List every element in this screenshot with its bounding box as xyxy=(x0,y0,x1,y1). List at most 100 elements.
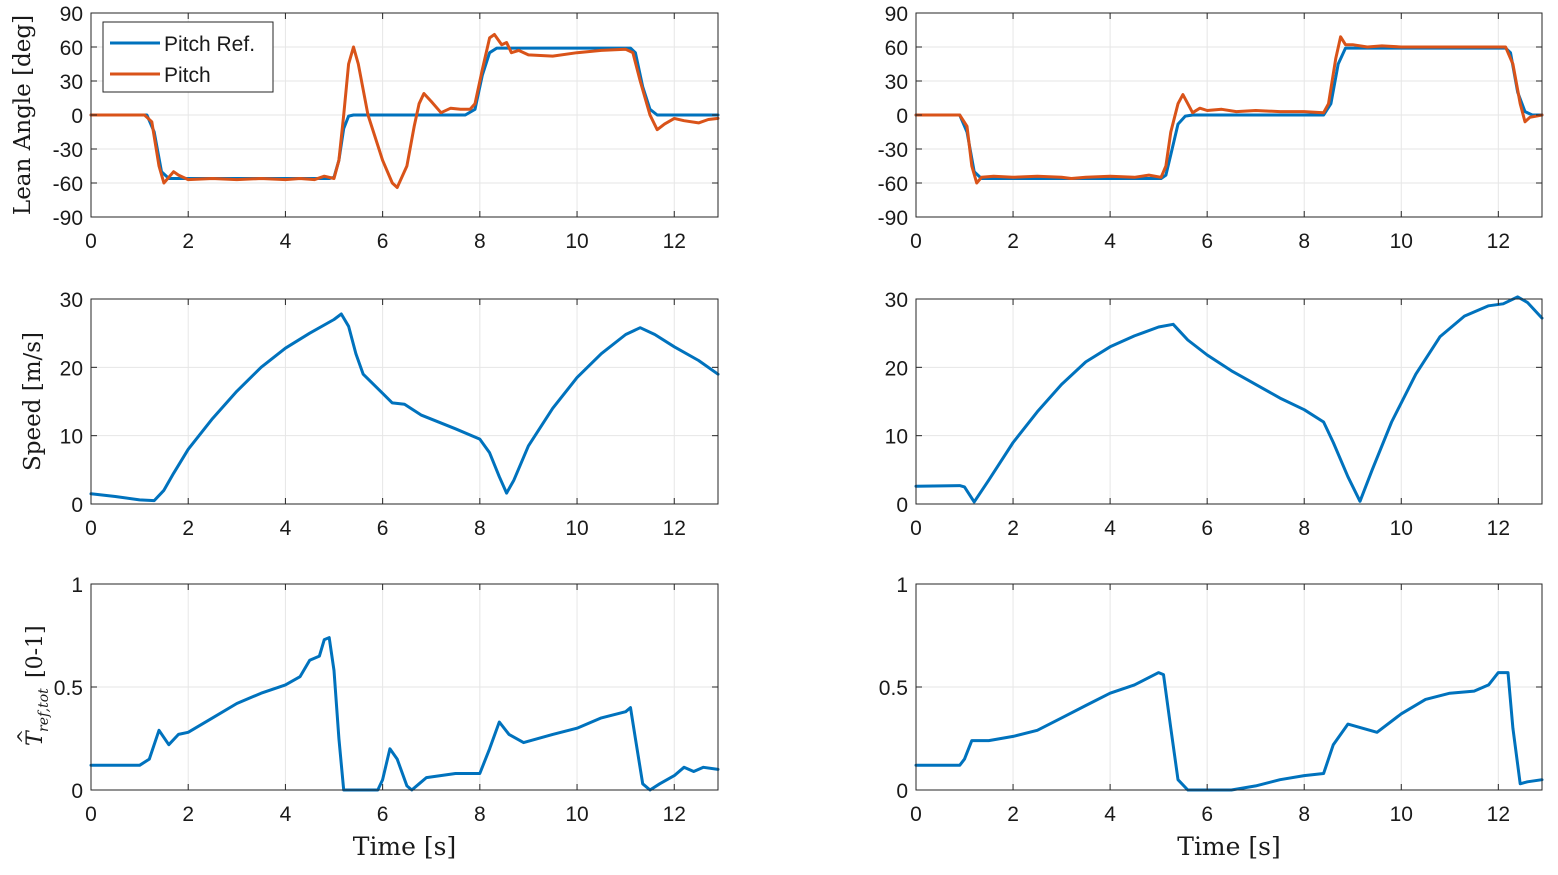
speed-right-chart: 0 2 4 6 8 10 12 0 10 20 30 xyxy=(885,289,1544,540)
thrust-left-chart: 0 2 4 6 8 10 12 0 0.5 1 Time [s] xyxy=(54,574,720,861)
x-tick-label: 2 xyxy=(182,517,194,540)
legend-box xyxy=(102,21,274,93)
x-axis-label: Time [s] xyxy=(1177,832,1280,861)
legend-ref-label: Pitch Ref. xyxy=(164,33,255,56)
y-tick-label: 20 xyxy=(60,357,83,380)
y-tick-label: 0 xyxy=(896,494,908,517)
y-tick-label: -30 xyxy=(53,139,83,162)
x-tick-label: 0 xyxy=(910,230,922,253)
x-tick-label: 4 xyxy=(280,230,292,253)
x-tick-label: 8 xyxy=(1298,803,1310,826)
x-tick-label: 2 xyxy=(182,803,194,826)
thrust-ylabel-hat: ^ xyxy=(14,729,35,744)
x-tick-label: 12 xyxy=(663,230,686,253)
y-tick-label: 60 xyxy=(885,37,908,60)
x-tick-label: 8 xyxy=(1298,517,1310,540)
x-tick-label: 0 xyxy=(85,230,97,253)
lean-angle-left-chart: 0 2 4 6 8 10 12 -90 -60 -30 0 30 60 90 Lean Angle [deg… xyxy=(10,3,720,253)
thrust-right-chart: 0 2 4 6 8 10 12 0 0.5 1 Time [s] xyxy=(879,574,1544,861)
x-tick-label: 6 xyxy=(1201,803,1213,826)
y-tick-label: 90 xyxy=(885,3,908,26)
x-axis-label: Time [s] xyxy=(353,832,456,861)
y-tick-label: 30 xyxy=(885,71,908,94)
series-line-pitch xyxy=(89,33,720,189)
series-line-speed xyxy=(914,295,1544,504)
x-tick-label: 10 xyxy=(565,803,588,826)
y-tick-label: 0 xyxy=(71,494,83,517)
x-tick-label: 8 xyxy=(474,803,486,826)
legend-pitch-label: Pitch xyxy=(164,64,211,87)
y-tick-label: 0 xyxy=(71,780,83,803)
y-tick-label: 90 xyxy=(60,3,83,26)
y-tick-label: 60 xyxy=(60,37,83,60)
y-tick-label: 0 xyxy=(896,105,908,128)
y-tick-label: 10 xyxy=(60,426,83,449)
y-axis-label: Lean Angle [deg] xyxy=(10,15,36,215)
thrust-ylabel-subscript: ref,tot xyxy=(36,688,52,732)
axes-box xyxy=(90,298,719,505)
legend: Pitch Ref. Pitch xyxy=(102,21,274,93)
y-tick-label: 1 xyxy=(896,574,908,597)
x-tick-label: 4 xyxy=(1104,803,1116,826)
y-tick-label: 0 xyxy=(71,105,83,128)
x-tick-label: 0 xyxy=(910,517,922,540)
x-tick-label: 8 xyxy=(474,230,486,253)
axes-box xyxy=(915,298,1543,505)
series-line-thrust xyxy=(89,636,720,792)
y-tick-label: 30 xyxy=(60,71,83,94)
x-tick-label: 0 xyxy=(85,517,97,540)
x-tick-label: 4 xyxy=(280,803,292,826)
thrust-ylabel-symbol: T xyxy=(23,729,48,746)
thrust-ylabel-range: [0-1] xyxy=(23,625,48,678)
y-tick-label: 0.5 xyxy=(54,677,83,700)
x-tick-label: 8 xyxy=(1298,230,1310,253)
x-tick-label: 2 xyxy=(1007,517,1019,540)
x-tick-label: 10 xyxy=(1390,230,1413,253)
y-tick-label: 1 xyxy=(71,574,83,597)
x-tick-label: 6 xyxy=(1201,517,1213,540)
y-tick-label: -90 xyxy=(53,207,83,230)
x-tick-label: 2 xyxy=(1007,230,1019,253)
x-tick-label: 0 xyxy=(85,803,97,826)
x-tick-label: 12 xyxy=(1487,517,1510,540)
x-tick-label: 6 xyxy=(377,517,389,540)
x-tick-label: 10 xyxy=(1390,803,1413,826)
speed-left-chart: 0 2 4 6 8 10 12 0 10 20 30 Speed [m/s] xyxy=(20,289,720,540)
y-tick-label: 10 xyxy=(885,426,908,449)
x-tick-label: 10 xyxy=(565,230,588,253)
lean-angle-right-chart: 0 2 4 6 8 10 12 -90 -60 -30 0 30 60 90 xyxy=(878,3,1544,253)
x-tick-label: 6 xyxy=(377,230,389,253)
series-line-pitch-ref xyxy=(89,46,720,180)
y-tick-label: -60 xyxy=(53,173,83,196)
plot-area xyxy=(916,299,1542,504)
x-tick-label: 2 xyxy=(182,230,194,253)
x-tick-label: 0 xyxy=(910,803,922,826)
y-tick-label: -90 xyxy=(878,207,908,230)
x-tick-label: 4 xyxy=(280,517,292,540)
series-line-thrust xyxy=(914,671,1544,792)
x-tick-label: 12 xyxy=(663,517,686,540)
y-tick-label: 0 xyxy=(896,780,908,803)
x-tick-label: 6 xyxy=(377,803,389,826)
x-tick-label: 2 xyxy=(1007,803,1019,826)
y-tick-label: 30 xyxy=(60,289,83,312)
x-tick-label: 6 xyxy=(1201,230,1213,253)
x-tick-label: 4 xyxy=(1104,517,1116,540)
y-tick-label: -30 xyxy=(878,139,908,162)
y-axis-label: Speed [m/s] xyxy=(20,332,46,471)
y-tick-label: 20 xyxy=(885,357,908,380)
x-tick-label: 8 xyxy=(474,517,486,540)
series-line-speed xyxy=(89,312,720,503)
x-tick-label: 4 xyxy=(1104,230,1116,253)
thrust-ylabel: T ^ ref,tot [0-1] xyxy=(14,625,52,746)
x-tick-label: 10 xyxy=(565,517,588,540)
y-tick-label: 0.5 xyxy=(879,677,908,700)
x-tick-label: 12 xyxy=(1487,230,1510,253)
y-tick-label: -60 xyxy=(878,173,908,196)
x-tick-label: 12 xyxy=(663,803,686,826)
plot-area xyxy=(91,299,718,504)
y-tick-label: 30 xyxy=(885,289,908,312)
x-tick-label: 10 xyxy=(1390,517,1413,540)
series-line-pitch xyxy=(914,35,1544,185)
